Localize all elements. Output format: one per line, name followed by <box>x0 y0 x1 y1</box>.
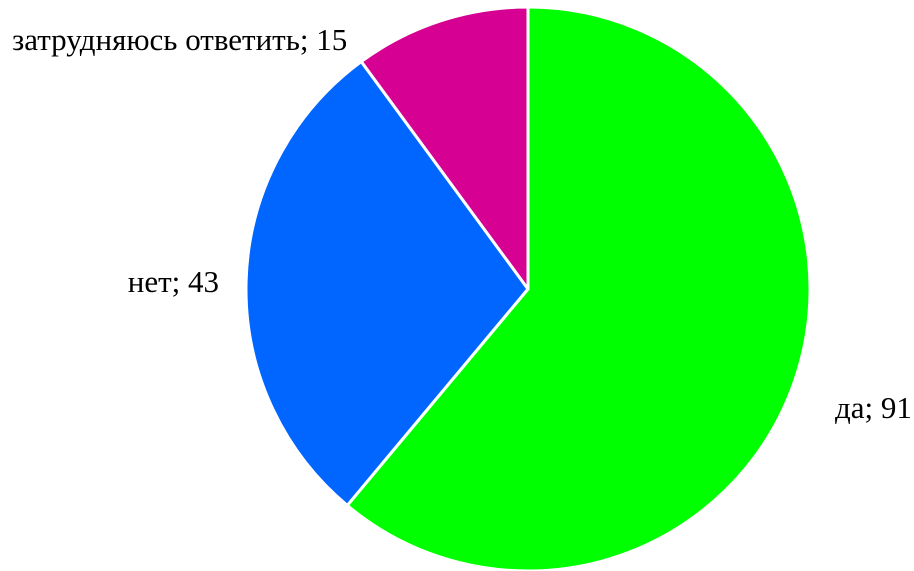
slice-net <box>244 60 530 507</box>
slice-net-label: нет; 43 <box>128 264 219 299</box>
slice-da-label: да; 91 <box>835 390 912 425</box>
pie-slices <box>244 5 812 571</box>
slice-zatrudnyayus-label: затрудняюсь ответить; 15 <box>12 22 347 57</box>
pie-labels: да; 91 нет; 43 затрудняюсь ответить; 15 <box>12 22 912 425</box>
slice-da <box>345 5 812 571</box>
slice-zatrudnyayus <box>359 5 530 291</box>
